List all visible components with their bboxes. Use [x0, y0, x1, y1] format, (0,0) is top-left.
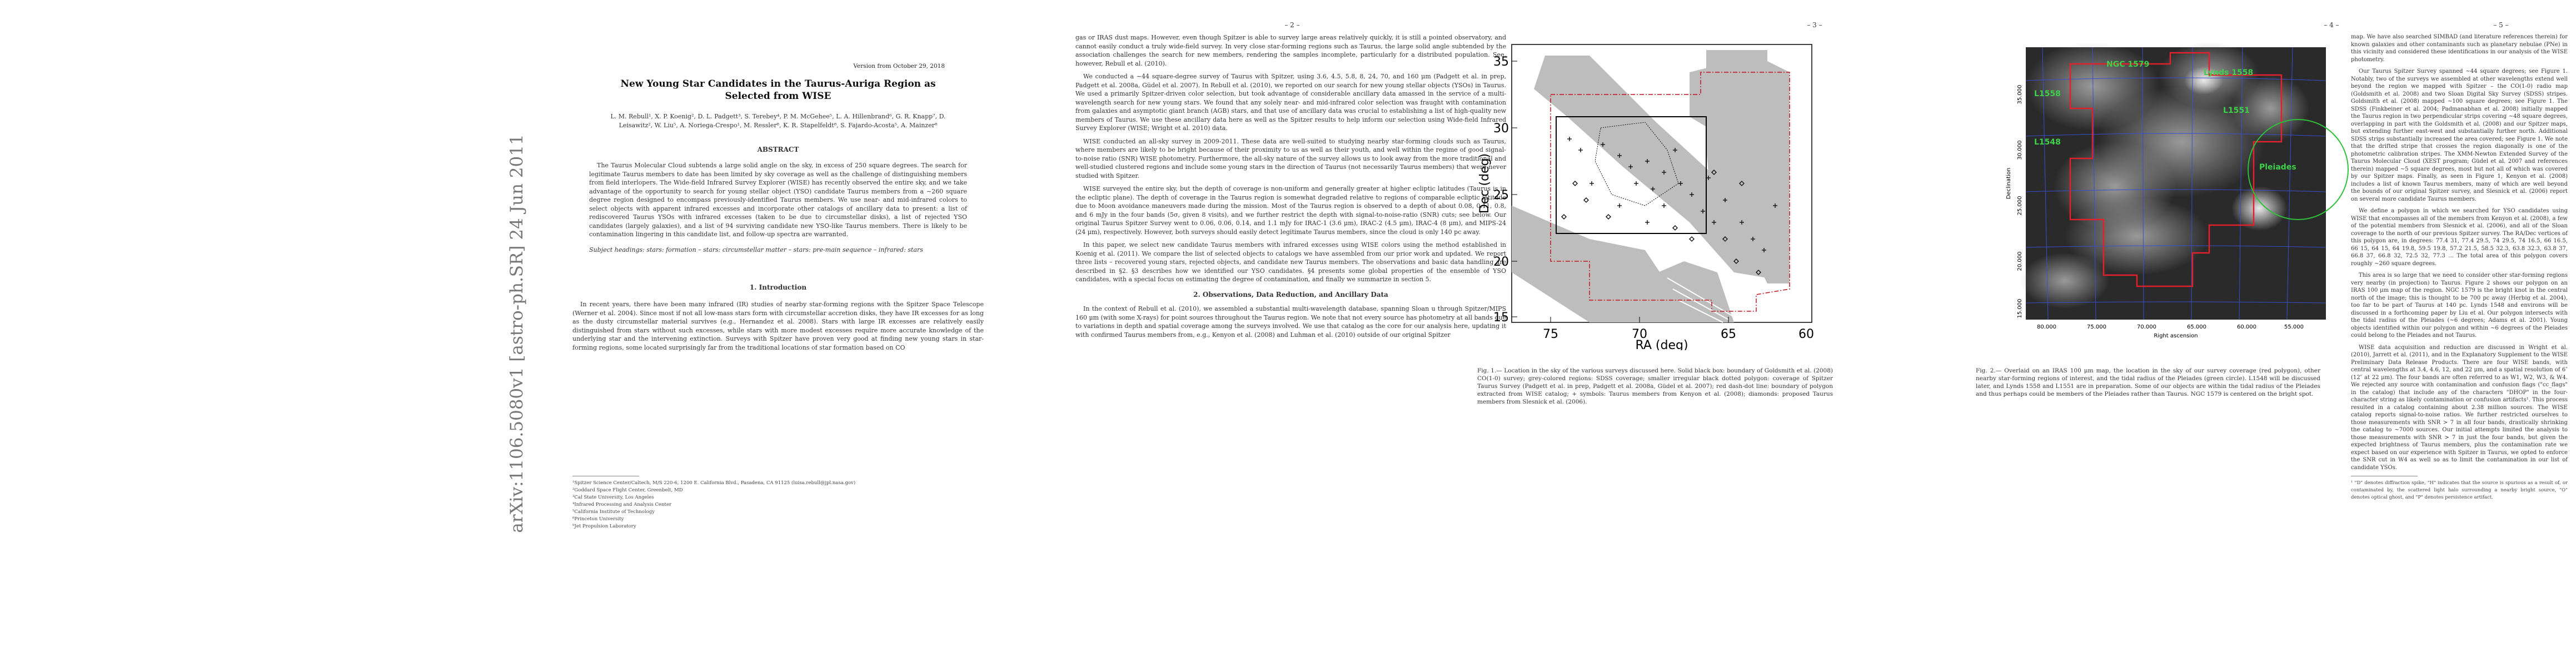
pleiades-tidal-radius	[2248, 119, 2349, 220]
goldsmith-box	[1556, 116, 1707, 234]
y-tick-label: 35.000	[2017, 85, 2023, 104]
region-label: Pleiades	[2259, 163, 2296, 172]
y-tick-label: 25	[1493, 188, 1509, 202]
page-number: – 2 –	[1284, 21, 1300, 29]
region-label: L1548	[2034, 138, 2061, 147]
footnote: ⁸Jet Propulsion Laboratory	[572, 524, 636, 529]
page1-footnotes: ¹Spitzer Science Center/Caltech, M/S 220…	[572, 471, 984, 530]
x-tick-label: 65.000	[2187, 324, 2206, 330]
paragraph: WISE data acquisition and reduction are …	[2351, 344, 2568, 471]
x-tick-label: 75.000	[2087, 324, 2106, 330]
y-axis-label: Dec (deg)	[1478, 153, 1492, 213]
x-tick-labels: 75 70 65 60	[1543, 327, 1814, 341]
footnote: ¹ "D" denotes diffraction spike, "H" ind…	[2351, 480, 2568, 500]
footnote: ²Goddard Space Flight Center, Greenbelt,…	[572, 487, 683, 493]
y-tick-label: 30	[1493, 122, 1509, 136]
paragraph: In this paper, we select new candidate T…	[1075, 241, 1506, 283]
y-tick-label: 15.000	[2017, 299, 2023, 318]
x-tick-label: 80.000	[2037, 324, 2056, 330]
region-label: Lynds 1558	[2204, 68, 2253, 77]
page-1: Version from October 29, 2018	[534, 0, 1023, 667]
footnote: ⁵California Institute of Technology	[572, 509, 655, 515]
paragraph: gas or IRAS dust maps. However, even tho…	[1075, 34, 1506, 67]
paragraph: Our Taurus Spitzer Survey spanned ∼44 sq…	[2351, 68, 2568, 202]
y-tick-label: 15	[1493, 311, 1509, 325]
subject-headings: Subject headings: stars: formation – sta…	[589, 246, 923, 253]
abstract-text: The Taurus Molecular Cloud subtends a la…	[589, 162, 967, 238]
y-tick-label: 30.000	[2017, 141, 2023, 160]
region-label: L1558	[2034, 89, 2061, 98]
x-tick-label: 65	[1721, 327, 1736, 341]
paragraph: map. We have also searched SIMBAD (and l…	[2351, 34, 2568, 63]
paragraph: This area is so large that we need to co…	[2351, 272, 2568, 339]
x-tick-label: 70.000	[2137, 324, 2156, 330]
x-tick-label: 70	[1632, 327, 1647, 341]
y-tick-label: 35	[1493, 55, 1509, 69]
y-axis-label: Declination	[2006, 168, 2012, 200]
paper-title: New Young Star Candidates in the Taurus-…	[620, 78, 936, 102]
x-axis-label: RA (deg)	[1635, 339, 1688, 350]
y-tick-labels: 35 30 25 20 15	[1493, 55, 1509, 325]
figure-1-sky-coverage: 75 70 65 60 35 30 25 20 15 RA (deg) Dec …	[1478, 44, 1814, 350]
page-number: – 4 –	[2324, 21, 2339, 29]
page5-body: map. We have also searched SIMBAD (and l…	[2351, 33, 2568, 501]
page2-body: gas or IRAS dust maps. However, even tho…	[1075, 33, 1506, 344]
slesnick-candidates	[1561, 170, 1761, 275]
fig2-x-ticks: 80.000 75.000 70.000 65.000 60.000 55.00…	[2037, 324, 2304, 330]
page-number: – 3 –	[1807, 21, 1822, 29]
fig2-y-ticks: 35.000 30.000 25.000 20.000 15.000	[2017, 85, 2023, 318]
figure-2-caption: Fig. 2.— Overlaid on an IRAS 100 μm map,…	[1976, 367, 2320, 397]
paragraph: In the context of Rebull et al. (2010), …	[1075, 305, 1506, 339]
region-labels: NGC 1579 L1558 L1548 Lynds 1558 L1551 Pl…	[2034, 60, 2296, 172]
x-tick-label: 60.000	[2237, 324, 2256, 330]
y-tick-label: 20.000	[2017, 252, 2023, 271]
x-tick-label: 60	[1798, 327, 1814, 341]
paragraph: WISE surveyed the entire sky, but the de…	[1075, 185, 1506, 236]
figure-2-iras-map: NGC 1579 L1558 L1548 Lynds 1558 L1551 Pl…	[2006, 42, 2349, 339]
intro-text: In recent years, there have been many in…	[572, 301, 984, 351]
figure-1-caption: Fig. 1.— Location in the sky of the vari…	[1477, 367, 1833, 405]
intro-heading: 1. Introduction	[749, 283, 807, 291]
y-tick-label: 20	[1493, 255, 1509, 269]
x-tick-label: 55.000	[2284, 324, 2304, 330]
footnote: ⁴Infrared Processing and Analysis Center	[572, 502, 672, 507]
region-label: L1551	[2223, 106, 2250, 115]
region-label: NGC 1579	[2106, 60, 2149, 69]
paragraph: We conducted a ∼44 square-degree survey …	[1075, 73, 1506, 132]
arxiv-stamp: arXiv:1106.5080v1 [astro-ph.SR] 24 Jun 2…	[507, 134, 527, 533]
author-list: L. M. Rebull¹, X. P. Koenig², D. L. Padg…	[610, 113, 946, 129]
footnote: ¹Spitzer Science Center/Caltech, M/S 220…	[572, 480, 856, 486]
x-axis-label: Right ascension	[2154, 333, 2198, 339]
kenyon-members	[1567, 137, 1777, 252]
footnote: ³Cal State University, Los Angeles	[572, 495, 654, 500]
survey-polygon	[2069, 52, 2283, 287]
footnote: ⁶Princeton University	[572, 516, 624, 522]
page-number: – 5 –	[2493, 21, 2509, 29]
page-2: – 2 –	[1031, 0, 1553, 667]
coordinate-grid	[2025, 47, 2326, 320]
paragraph: WISE conducted an all-sky survey in 2009…	[1075, 137, 1506, 180]
x-tick-label: 75	[1543, 327, 1558, 341]
y-tick-label: 25.000	[2017, 196, 2023, 216]
axis-ticks	[1512, 61, 1812, 322]
abstract-heading: ABSTRACT	[757, 146, 799, 153]
paragraph: We define a polygon in which we searched…	[2351, 208, 2568, 267]
wise-polygon	[1550, 72, 1790, 312]
section-heading: 2. Observations, Data Reduction, and Anc…	[1193, 290, 1388, 298]
version-note: Version from October 29, 2018	[853, 63, 945, 69]
